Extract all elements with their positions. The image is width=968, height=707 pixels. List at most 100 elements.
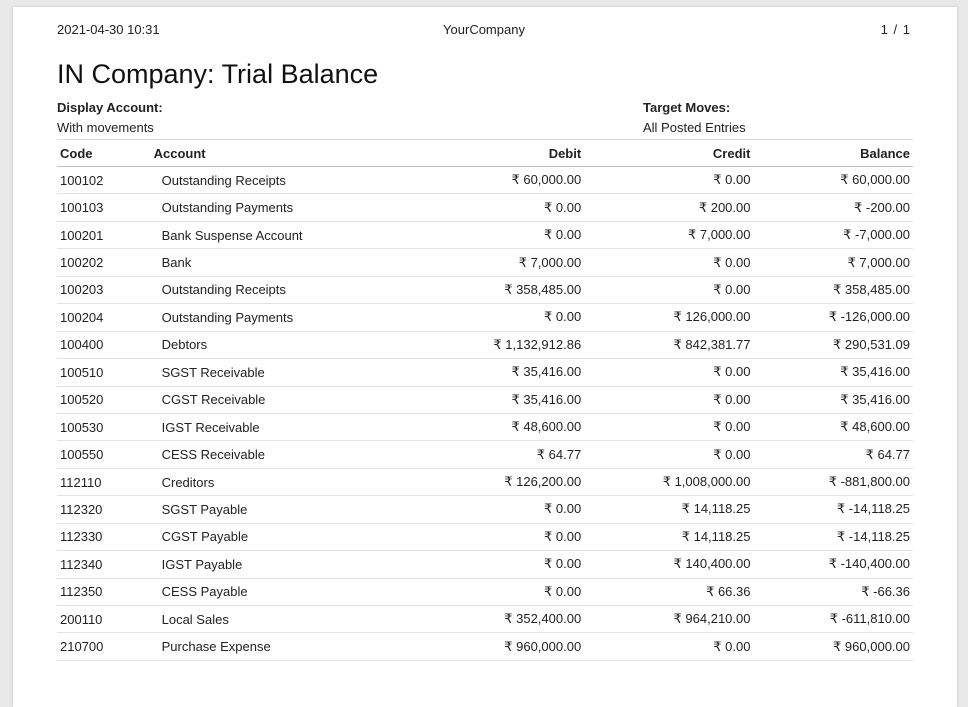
cell-code: 100510 [57,358,151,387]
cell-debit: ₹ 0.00 [378,221,585,250]
cell-code: 100201 [57,221,151,250]
table-row: 100530 IGST Receivable ₹ 48,600.00 ₹ 0.00 ₹ … [57,413,913,442]
display-account-label: Display Account: [57,100,163,115]
table-row: 100510 SGST Receivable ₹ 35,416.00 ₹ 0.00 ₹ … [57,358,913,387]
column-header-balance: Balance [753,139,913,167]
table-row: 100550 CESS Receivable ₹ 64.77 ₹ 0.00 ₹ 64.7… [57,440,913,469]
cell-account: CGST Receivable [150,386,379,414]
cell-account: Debtors [150,331,379,360]
report-page: 2021-04-30 10:31 YourCompany 1 / 1 IN Co… [13,7,957,707]
column-header-code: Code [57,139,151,167]
table-row: 112320 SGST Payable ₹ 0.00 ₹ 14,118.25 ₹ -14… [57,495,913,524]
cell-debit: ₹ 126,200.00 [378,468,585,497]
cell-account: Purchase Expense [150,632,379,661]
table-row: 100201 Bank Suspense Account ₹ 0.00 ₹ 7,000… [57,221,913,250]
cell-code: 100203 [57,276,151,305]
cell-credit: ₹ 1,008,000.00 [584,468,754,497]
table-row: 112110 Creditors ₹ 126,200.00 ₹ 1,008,000.0… [57,468,913,497]
cell-balance: ₹ -126,000.00 [753,303,913,332]
cell-balance: ₹ 7,000.00 [753,248,913,277]
cell-code: 210700 [57,632,151,661]
report-title: IN Company: Trial Balance [57,59,379,89]
cell-account: Creditors [150,468,379,497]
column-header-debit: Debit [378,139,585,167]
cell-balance: ₹ -7,000.00 [753,221,913,250]
target-moves-label: Target Moves: [643,100,731,115]
cell-account: Bank [150,248,379,277]
cell-code: 112110 [57,468,151,497]
cell-debit: ₹ 35,416.00 [378,358,585,387]
cell-credit: ₹ 7,000.00 [584,221,754,250]
cell-credit: ₹ 964,210.00 [584,605,754,634]
report-filters: Display Account: With movements Target M… [57,99,911,139]
cell-account: SGST Receivable [150,358,379,387]
cell-debit: ₹ 35,416.00 [378,386,585,414]
cell-balance: ₹ -14,118.25 [753,495,913,524]
target-moves-value: All Posted Entries [643,120,746,135]
cell-credit: ₹ 0.00 [584,166,754,195]
cell-code: 100530 [57,413,151,442]
cell-balance: ₹ 60,000.00 [753,166,913,195]
cell-code: 100202 [57,248,151,277]
cell-debit: ₹ 0.00 [378,193,585,222]
cell-balance: ₹ -66.36 [753,578,913,607]
cell-account: CESS Receivable [150,440,379,469]
cell-account: Outstanding Receipts [150,276,379,305]
print-datetime: 2021-04-30 10:31 [57,22,160,37]
cell-debit: ₹ 64.77 [378,440,585,469]
page-separator: / [893,22,899,37]
table-row: 100520 CGST Receivable ₹ 35,416.00 ₹ 0.00 ₹ … [57,386,913,414]
cell-credit: ₹ 140,400.00 [584,550,754,579]
cell-code: 100400 [57,331,151,360]
cell-balance: ₹ -14,118.25 [753,523,913,552]
table-row: 100204 Outstanding Payments ₹ 0.00 ₹ 126,00… [57,303,913,332]
cell-balance: ₹ -140,400.00 [753,550,913,579]
report-header: 2021-04-30 10:31 YourCompany 1 / 1 [57,22,911,40]
trial-balance-table: Code Account Debit Credit Balance 100102… [57,139,913,661]
display-account-filter: Display Account: With movements [57,99,163,137]
cell-balance: ₹ 35,416.00 [753,386,913,414]
cell-account: Outstanding Payments [150,193,379,222]
cell-credit: ₹ 0.00 [584,248,754,277]
display-account-value: With movements [57,120,154,135]
cell-balance: ₹ -881,800.00 [753,468,913,497]
table-row: 112350 CESS Payable ₹ 0.00 ₹ 66.36 ₹ -66.36 [57,578,913,607]
cell-code: 112320 [57,495,151,524]
cell-account: IGST Receivable [150,413,379,442]
cell-account: CESS Payable [150,578,379,607]
cell-credit: ₹ 0.00 [584,386,754,414]
table-row: 112330 CGST Payable ₹ 0.00 ₹ 14,118.25 ₹ -14… [57,523,913,552]
cell-debit: ₹ 0.00 [378,495,585,524]
table-row: 100202 Bank ₹ 7,000.00 ₹ 0.00 ₹ 7,000.00 [57,248,913,277]
table-body: 100102 Outstanding Receipts ₹ 60,000.00 ₹ 0… [57,166,913,661]
cell-credit: ₹ 126,000.00 [584,303,754,332]
cell-credit: ₹ 0.00 [584,358,754,387]
cell-code: 100102 [57,166,151,195]
company-name: YourCompany [443,22,525,37]
cell-debit: ₹ 0.00 [378,550,585,579]
cell-code: 100550 [57,440,151,469]
cell-credit: ₹ 66.36 [584,578,754,607]
table-row: 200110 Local Sales ₹ 352,400.00 ₹ 964,210.0… [57,605,913,634]
cell-balance: ₹ -611,810.00 [753,605,913,634]
page-total: 1 [902,22,911,37]
cell-debit: ₹ 1,132,912.86 [378,331,585,360]
cell-balance: ₹ 48,600.00 [753,413,913,442]
cell-account: SGST Payable [150,495,379,524]
cell-balance: ₹ 35,416.00 [753,358,913,387]
column-header-credit: Credit [584,139,754,167]
cell-balance: ₹ 358,485.00 [753,276,913,305]
cell-code: 100520 [57,386,151,414]
column-header-account: Account [150,139,379,167]
table-row: 100400 Debtors ₹ 1,132,912.86 ₹ 842,381.77 ₹… [57,331,913,360]
cell-code: 100204 [57,303,151,332]
cell-credit: ₹ 0.00 [584,440,754,469]
cell-code: 112340 [57,550,151,579]
cell-credit: ₹ 0.00 [584,413,754,442]
cell-account: IGST Payable [150,550,379,579]
cell-account: Local Sales [150,605,379,634]
cell-credit: ₹ 14,118.25 [584,523,754,552]
cell-debit: ₹ 0.00 [378,578,585,607]
cell-code: 100103 [57,193,151,222]
cell-balance: ₹ -200.00 [753,193,913,222]
